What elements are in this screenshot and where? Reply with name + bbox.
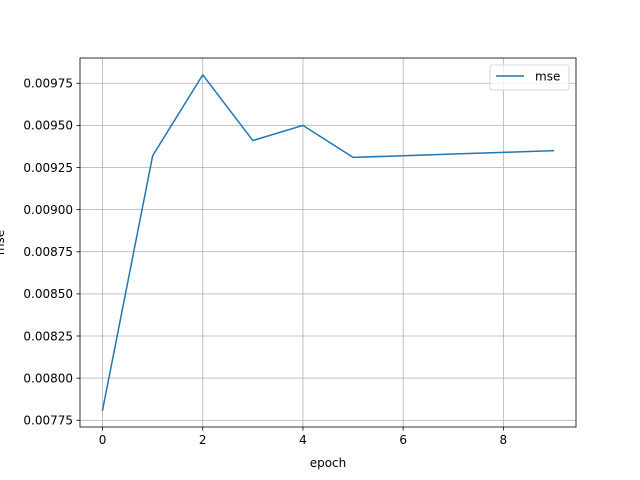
x-tick-label: 2 bbox=[199, 433, 207, 447]
grid bbox=[80, 58, 576, 427]
legend: mse bbox=[489, 64, 570, 91]
y-tick-label: 0.00975 bbox=[23, 77, 73, 91]
y-tick-label: 0.00925 bbox=[23, 161, 73, 175]
y-axis-label: mse bbox=[0, 230, 7, 255]
y-tick-label: 0.00950 bbox=[23, 119, 73, 133]
legend-box bbox=[489, 64, 570, 91]
data-point bbox=[151, 155, 153, 157]
series-layer bbox=[101, 74, 555, 412]
y-tick-label: 0.00775 bbox=[23, 414, 73, 428]
axes-frame bbox=[79, 57, 577, 428]
data-point bbox=[402, 155, 404, 157]
legend-label: mse bbox=[535, 70, 560, 84]
y-tick-label: 0.00800 bbox=[23, 371, 73, 385]
y-tick-label: 0.00900 bbox=[23, 203, 73, 217]
data-point bbox=[202, 74, 204, 76]
y-tick-label: 0.00875 bbox=[23, 245, 73, 259]
x-tick-label: 4 bbox=[299, 433, 307, 447]
data-point bbox=[452, 153, 454, 155]
x-tick-label: 0 bbox=[99, 433, 107, 447]
data-point bbox=[352, 156, 354, 158]
y-tick-label: 0.00850 bbox=[23, 287, 73, 301]
data-point bbox=[552, 149, 554, 151]
data-point bbox=[502, 151, 504, 153]
x-tick-label: 6 bbox=[399, 433, 407, 447]
data-point bbox=[252, 139, 254, 141]
series-line-mse bbox=[101, 74, 555, 412]
ticks: 0 2 4 6 8 0.00775 0.00800 0.00825 0.00850 0.00875… bbox=[23, 77, 507, 447]
x-axis-label: epoch bbox=[310, 456, 347, 470]
data-point bbox=[302, 124, 304, 126]
y-tick-label: 0.00825 bbox=[23, 329, 73, 343]
x-tick-label: 8 bbox=[500, 433, 508, 447]
data-point bbox=[101, 409, 103, 411]
